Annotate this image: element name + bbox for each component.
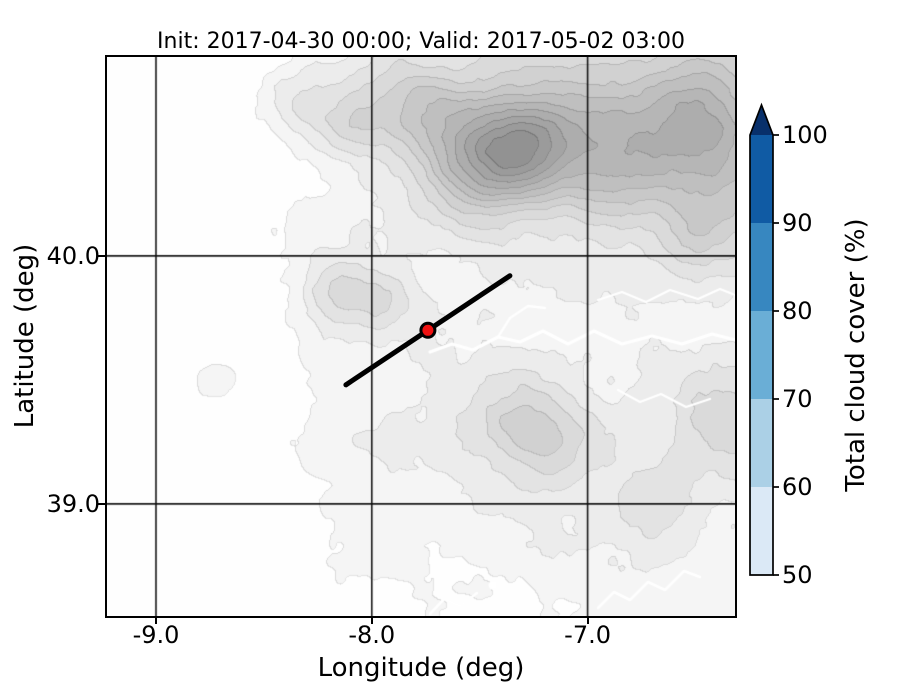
y-tick-label: 39.0: [46, 489, 100, 518]
colorbar-tick-label: 80: [782, 297, 813, 325]
colorbar-tick-label: 100: [782, 121, 828, 149]
plot-area: [105, 55, 737, 618]
colorbar-segment-70-80: [750, 311, 773, 399]
colorbar-segment-90-100: [750, 135, 773, 223]
colorbar: [749, 102, 779, 576]
colorbar-label: Total cloud cover (%): [841, 218, 871, 492]
x-tick-mark: [586, 617, 589, 624]
x-tick-label: -8.0: [348, 621, 396, 649]
y-tick-mark: [98, 502, 105, 505]
x-tick-label: -9.0: [132, 621, 180, 649]
colorbar-tick-label: 90: [782, 209, 813, 237]
y-tick-label: 40.0: [46, 241, 100, 270]
colorbar-segment-50-60: [750, 487, 773, 575]
colorbar-outline: [749, 102, 774, 576]
x-tick-label: -7.0: [564, 621, 612, 649]
plot-title: Init: 2017-04-30 00:00; Valid: 2017-05-0…: [157, 29, 685, 54]
x-tick-mark: [370, 617, 373, 624]
colorbar-tick-label: 70: [782, 385, 813, 413]
location-marker: [419, 321, 437, 339]
y-tick-mark: [98, 254, 105, 257]
colorbar-tick-label: 60: [782, 473, 813, 501]
y-axis-label: Latitude (deg): [10, 243, 40, 429]
colorbar-segment-60-70: [750, 399, 773, 487]
colorbar-tick-label: 50: [782, 561, 813, 589]
map-overlay: [343, 273, 513, 388]
x-tick-mark: [154, 617, 157, 624]
colorbar-extend-arrow: [750, 105, 773, 135]
colorbar-segment-80-90: [750, 223, 773, 311]
x-axis-label: Longitude (deg): [317, 653, 525, 683]
